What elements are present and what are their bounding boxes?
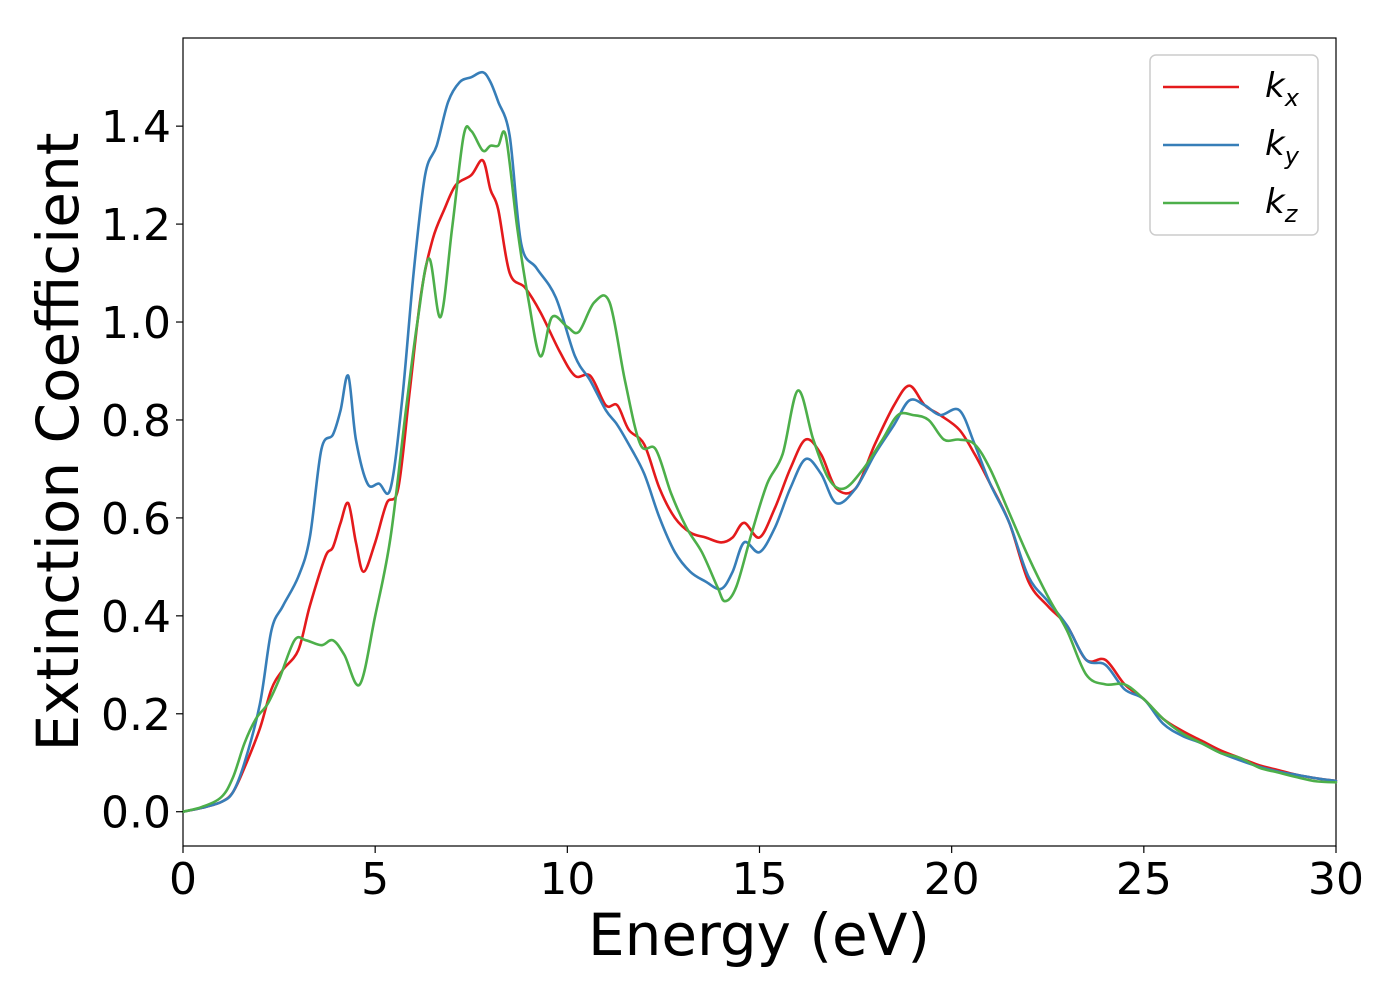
- series-line-kx: [181, 158, 1338, 813]
- x-axis-ticks: 0 5 10 15 20 25 30: [169, 846, 1364, 905]
- x-tick-label: 25: [1116, 854, 1172, 905]
- x-tick-label: 10: [539, 854, 595, 905]
- y-tick-label: 1.0: [101, 298, 171, 349]
- y-tick-label: 0.4: [101, 592, 171, 643]
- x-tick-label: 5: [361, 854, 389, 905]
- y-tick-label: 0.6: [101, 494, 171, 545]
- legend-label-ky: ky: [1265, 124, 1300, 170]
- x-axis-label: Energy (eV): [588, 901, 930, 969]
- legend: kx ky kz: [1149, 54, 1319, 236]
- legend-label-kz: kz: [1265, 182, 1299, 228]
- y-tick-label: 1.4: [101, 102, 171, 153]
- series-layer: [181, 70, 1338, 813]
- y-axis-ticks: 0.0 0.2 0.4 0.6 0.8 1.0 1.2 1.4: [101, 102, 183, 839]
- y-axis-label: Extinction Coefficient: [24, 133, 92, 752]
- y-tick-label: 0.2: [101, 690, 171, 741]
- y-tick-label: 1.2: [101, 200, 171, 251]
- y-tick-label: 0.0: [101, 788, 171, 839]
- x-tick-label: 15: [732, 854, 788, 905]
- x-tick-label: 20: [924, 854, 980, 905]
- x-tick-label: 0: [169, 854, 197, 905]
- series-line-ky: [181, 70, 1338, 813]
- x-tick-label: 30: [1308, 854, 1364, 905]
- series-line-kz: [181, 125, 1338, 813]
- y-tick-label: 0.8: [101, 396, 171, 447]
- legend-label-kx: kx: [1265, 66, 1300, 112]
